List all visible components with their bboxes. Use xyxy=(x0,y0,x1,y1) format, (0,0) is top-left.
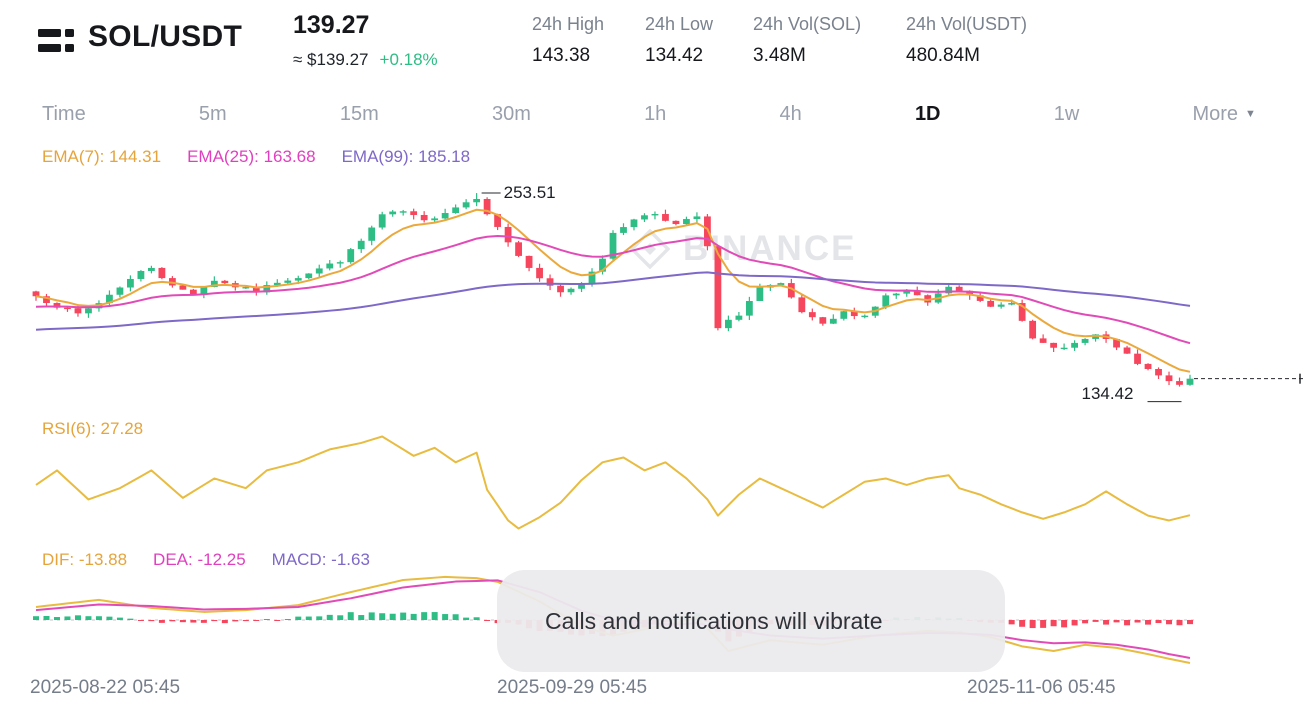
stat-label: 24h Vol(SOL) xyxy=(753,14,862,34)
ema99-value: EMA(99): 185.18 xyxy=(341,147,471,166)
markets-icon[interactable] xyxy=(38,27,74,55)
tab-4h[interactable]: 4h xyxy=(779,103,802,125)
tab-time[interactable]: Time xyxy=(42,103,86,125)
change-percent: +0.18% xyxy=(379,50,438,69)
low-price-label: 134.42 xyxy=(1081,383,1134,403)
stat-value: 3.48M xyxy=(753,45,806,66)
ema7-value: EMA(7): 144.31 xyxy=(42,147,162,166)
fiat-price-row: ≈ $139.27 +0.18% xyxy=(293,50,438,70)
notification-toast: Calls and notifications will vibrate xyxy=(497,570,1005,672)
ema25-value: EMA(25): 163.68 xyxy=(187,147,316,166)
stat-label: 24h Low xyxy=(645,14,714,34)
stat-label: 24h High xyxy=(532,14,605,34)
rsi-value: RSI(6): 27.28 xyxy=(42,419,144,438)
last-price: 139.27 xyxy=(293,11,370,39)
rsi-legend: RSI(6): 27.28 xyxy=(42,419,143,439)
stat-24h-low: 24h Low 134.42 xyxy=(645,14,713,67)
x-axis-date-right: 2025-11-06 05:45 xyxy=(967,677,1116,698)
toast-message: Calls and notifications will vibrate xyxy=(545,607,883,634)
interval-tabs: Time 5m 15m 30m 1h 4h 1D 1w More ▼ xyxy=(42,103,1256,126)
more-label: More xyxy=(1192,103,1239,125)
peak-price-label: 253.51 xyxy=(503,183,556,203)
stat-24h-vol-sol: 24h Vol(SOL) 3.48M xyxy=(753,14,861,67)
tab-1w[interactable]: 1w xyxy=(1053,103,1080,125)
stat-24h-vol-usdt: 24h Vol(USDT) 480.84M xyxy=(906,14,1027,67)
stat-value: 480.84M xyxy=(906,45,980,66)
fiat-price: ≈ $139.27 xyxy=(293,50,369,69)
tab-1d[interactable]: 1D xyxy=(914,103,941,125)
dif-value: DIF: -13.88 xyxy=(42,550,128,569)
ema-legend: EMA(7): 144.31 EMA(25): 163.68 EMA(99): … xyxy=(42,147,470,167)
tab-15m[interactable]: 15m xyxy=(339,103,379,125)
tab-30m[interactable]: 30m xyxy=(491,103,531,125)
x-axis-date-left: 2025-08-22 05:45 xyxy=(30,677,181,698)
pair-title: SOL/USDT xyxy=(88,20,243,53)
chevron-down-icon: ▼ xyxy=(1245,108,1256,120)
stat-value: 143.38 xyxy=(532,45,591,66)
watermark-text: BINANCE xyxy=(683,229,857,268)
macd-legend: DIF: -13.88 DEA: -12.25 MACD: -1.63 xyxy=(42,550,370,570)
tab-1h[interactable]: 1h xyxy=(644,103,667,125)
stat-value: 134.42 xyxy=(645,45,704,66)
macd-value: MACD: -1.63 xyxy=(271,550,370,569)
more-intervals-button[interactable]: More ▼ xyxy=(1192,103,1255,126)
stat-24h-high: 24h High 143.38 xyxy=(532,14,604,67)
dea-value: DEA: -12.25 xyxy=(153,550,246,569)
tab-5m[interactable]: 5m xyxy=(198,103,227,125)
stat-label: 24h Vol(USDT) xyxy=(906,14,1028,34)
x-axis-date-mid: 2025-09-29 05:45 xyxy=(497,677,648,698)
